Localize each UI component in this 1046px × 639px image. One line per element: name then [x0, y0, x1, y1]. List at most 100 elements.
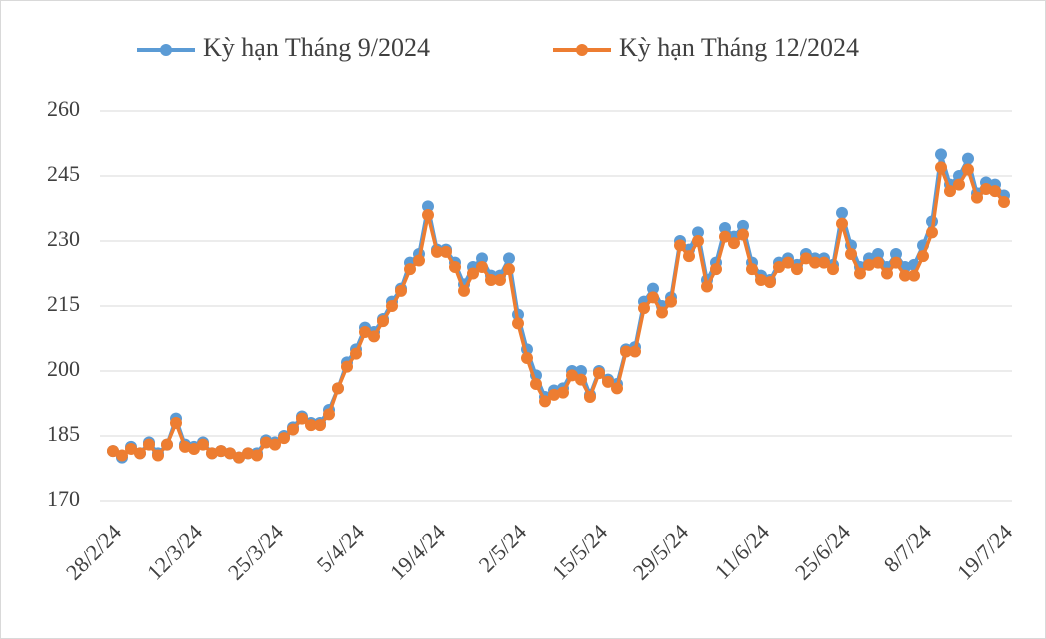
- data-point: [944, 185, 956, 198]
- data-point: [143, 438, 155, 451]
- data-point: [548, 388, 560, 401]
- data-point: [836, 206, 848, 219]
- data-point: [296, 412, 308, 425]
- legend-marker: [576, 44, 588, 56]
- data-point: [890, 248, 902, 260]
- data-point: [251, 449, 263, 462]
- data-point: [845, 248, 857, 260]
- data-point: [323, 408, 335, 421]
- y-tick-label: 230: [47, 226, 80, 251]
- data-point: [188, 443, 200, 455]
- data-point: [368, 330, 380, 343]
- data-point: [737, 228, 749, 241]
- data-point: [935, 148, 947, 161]
- data-point: [998, 196, 1010, 208]
- data-point: [476, 261, 488, 273]
- data-point: [800, 252, 812, 265]
- data-point: [467, 267, 479, 280]
- data-point: [341, 360, 353, 373]
- data-point: [386, 300, 398, 312]
- data-point: [377, 315, 389, 328]
- data-point: [692, 226, 704, 239]
- data-point: [827, 263, 839, 276]
- data-point: [440, 245, 452, 258]
- data-point: [269, 438, 281, 451]
- data-point: [305, 419, 317, 432]
- data-point: [971, 191, 983, 204]
- data-point: [278, 432, 290, 445]
- y-tick-label: 245: [47, 161, 80, 186]
- data-point: [818, 256, 830, 269]
- data-point: [512, 317, 524, 330]
- data-point: [836, 217, 848, 230]
- data-point: [611, 382, 623, 395]
- data-point: [935, 161, 947, 174]
- data-point: [719, 222, 731, 234]
- data-point: [422, 200, 434, 213]
- y-tick-label: 200: [47, 356, 80, 381]
- y-tick-label: 170: [47, 486, 80, 511]
- legend-label: Kỳ hạn Tháng 12/2024: [619, 33, 859, 62]
- data-point: [746, 263, 758, 276]
- data-point: [242, 447, 254, 460]
- data-point: [359, 326, 371, 338]
- data-point: [620, 345, 632, 358]
- data-point: [179, 440, 191, 453]
- data-point: [566, 369, 578, 382]
- data-point: [629, 345, 641, 358]
- data-point: [350, 347, 362, 360]
- data-point: [908, 269, 920, 282]
- data-point: [674, 239, 686, 252]
- data-point: [917, 250, 929, 263]
- data-point: [485, 274, 497, 286]
- data-point: [224, 447, 236, 460]
- data-point: [872, 248, 884, 260]
- data-point: [503, 252, 515, 265]
- data-point: [647, 282, 659, 295]
- data-point: [197, 438, 209, 451]
- data-point: [530, 378, 542, 390]
- data-point: [107, 445, 119, 458]
- data-point: [728, 237, 740, 250]
- legend-label: Kỳ hạn Tháng 9/2024: [203, 33, 430, 62]
- data-point: [494, 274, 506, 286]
- data-point: [584, 391, 596, 403]
- data-point: [260, 436, 272, 449]
- data-point: [764, 276, 776, 289]
- y-tick-label: 185: [47, 421, 80, 446]
- data-point: [809, 256, 821, 269]
- data-point: [152, 449, 164, 462]
- data-point: [701, 280, 713, 293]
- data-point: [656, 306, 668, 319]
- data-point: [647, 291, 659, 304]
- data-point: [134, 447, 146, 460]
- data-point: [125, 443, 137, 455]
- data-point: [413, 254, 425, 267]
- data-point: [314, 419, 326, 432]
- legend-marker: [160, 44, 172, 56]
- data-point: [602, 375, 614, 388]
- data-point: [890, 256, 902, 269]
- data-point: [332, 382, 344, 395]
- data-point: [755, 274, 767, 286]
- data-point: [782, 256, 794, 269]
- data-point: [719, 230, 731, 243]
- data-point: [539, 395, 551, 408]
- y-tick-label: 260: [47, 96, 80, 121]
- data-point: [710, 263, 722, 276]
- data-point: [458, 284, 470, 297]
- data-point: [989, 185, 1001, 198]
- data-point: [395, 284, 407, 297]
- data-point: [206, 447, 218, 460]
- data-point: [854, 267, 866, 280]
- data-point: [575, 365, 587, 377]
- data-point: [476, 252, 488, 265]
- data-point: [215, 445, 227, 458]
- data-point: [899, 269, 911, 282]
- data-point: [665, 295, 677, 308]
- data-point: [881, 267, 893, 280]
- data-point: [521, 352, 533, 364]
- data-point: [233, 451, 245, 464]
